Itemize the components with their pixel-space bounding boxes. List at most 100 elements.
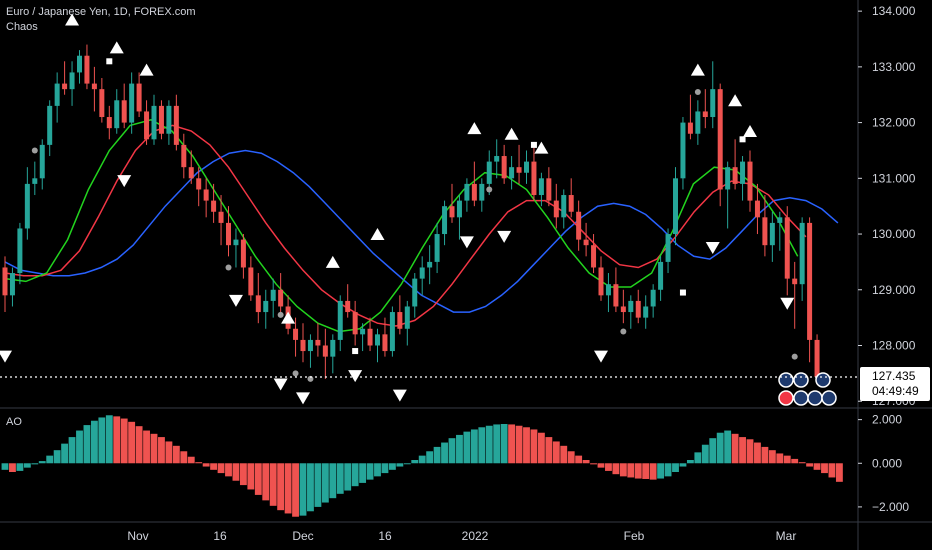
ao-bar (783, 455, 791, 464)
ao-bar (277, 463, 285, 511)
ao-bar (1, 463, 9, 470)
alligator-teeth-line (4, 124, 807, 327)
alligator-lips-line (4, 118, 799, 333)
ao-bar (806, 463, 814, 467)
candle-body (814, 339, 820, 377)
ao-histogram[interactable] (1, 415, 843, 517)
ao-bar (672, 463, 679, 472)
ao-bar (239, 463, 247, 486)
candle-body (516, 167, 522, 173)
candle-body (62, 83, 68, 90)
ao-bar (619, 463, 627, 477)
candle-body (397, 312, 403, 329)
ao-bar (701, 444, 709, 464)
ao-tick-label: 2.000 (872, 413, 902, 427)
ao-bar (195, 462, 203, 464)
ao-bar (567, 451, 575, 464)
candle-body (792, 278, 798, 285)
event-icon (778, 390, 794, 406)
ao-bar (545, 437, 553, 464)
ao-bar (716, 432, 724, 464)
ao-bar (321, 463, 329, 503)
candle-body (583, 239, 589, 246)
ao-bar (210, 463, 218, 470)
time-axis-label: Nov (127, 529, 148, 543)
candle-body (769, 222, 775, 246)
fractal-down-marker (0, 350, 12, 363)
ao-bar (634, 463, 642, 479)
ao-bar (679, 463, 687, 467)
ao-bar (754, 442, 761, 464)
candle-body (561, 195, 567, 218)
candle-body (449, 206, 455, 218)
indicator-label-chaos[interactable]: Chaos (6, 21, 38, 33)
ao-bar (299, 463, 307, 516)
candle-body (784, 217, 790, 279)
ao-bar (485, 425, 493, 464)
candle-body (754, 200, 760, 218)
fractal-down-marker (780, 297, 795, 310)
candle-body (255, 295, 261, 313)
candle-body (99, 89, 105, 118)
fractal-down-marker (228, 294, 243, 307)
candle-body (263, 300, 269, 313)
ao-bar (98, 417, 106, 464)
ao-bar (23, 463, 31, 468)
candle-body (777, 217, 783, 223)
candle-body (427, 261, 433, 268)
candle-body (330, 339, 336, 357)
ao-bar (776, 453, 784, 464)
ao-bar (605, 463, 612, 471)
ao-bar (642, 463, 650, 479)
ao-bar (649, 463, 657, 480)
last-price-label: 127.435 (872, 369, 916, 383)
ao-bar (307, 463, 314, 512)
ao-bar (798, 462, 806, 464)
time-axis-label: Mar (776, 529, 797, 543)
fractal-down-marker (392, 389, 407, 402)
ao-bar (537, 432, 545, 464)
ao-bar (120, 418, 128, 464)
time-axis-label: Dec (292, 529, 313, 543)
ao-bar (329, 463, 337, 499)
ao-bar (46, 455, 54, 464)
ao-bar (158, 437, 165, 464)
ao-bar (403, 463, 411, 465)
candle-body (32, 178, 38, 184)
candle-body (620, 306, 626, 313)
ao-bar (761, 446, 769, 464)
ao-bar (366, 463, 374, 480)
candle-body (546, 178, 552, 201)
ao-bar (38, 461, 46, 464)
candle-body (203, 189, 209, 201)
fractal-square (352, 348, 359, 355)
candle-body (17, 228, 23, 274)
fractal-dot (620, 328, 627, 335)
ao-bar (359, 463, 367, 483)
fractal-down-marker (348, 370, 363, 383)
indicator-label-ao[interactable]: AO (6, 416, 22, 428)
ao-bar (61, 443, 69, 464)
candle-body (501, 156, 507, 179)
fractal-up-marker (504, 127, 519, 140)
candle-body (576, 211, 582, 240)
candle-body (91, 83, 97, 90)
candle-series[interactable] (2, 44, 820, 385)
candle-body (24, 183, 30, 229)
candle-body (591, 245, 597, 268)
fractal-square (739, 136, 746, 143)
event-icon (821, 390, 837, 406)
candle-body (173, 105, 179, 145)
last-price-box (860, 366, 930, 401)
candle-body (434, 234, 440, 262)
symbol-title[interactable]: Euro / Japanese Yen, 1D, FOREX.com (6, 6, 196, 18)
candle-body (531, 161, 537, 196)
candle-body (337, 300, 343, 340)
fractal-down-marker (296, 392, 310, 405)
candle-body (248, 267, 254, 296)
ao-bar (269, 463, 277, 506)
fractal-down-marker (705, 241, 720, 254)
fractal-down-marker (273, 378, 288, 391)
ao-bar (657, 463, 665, 479)
